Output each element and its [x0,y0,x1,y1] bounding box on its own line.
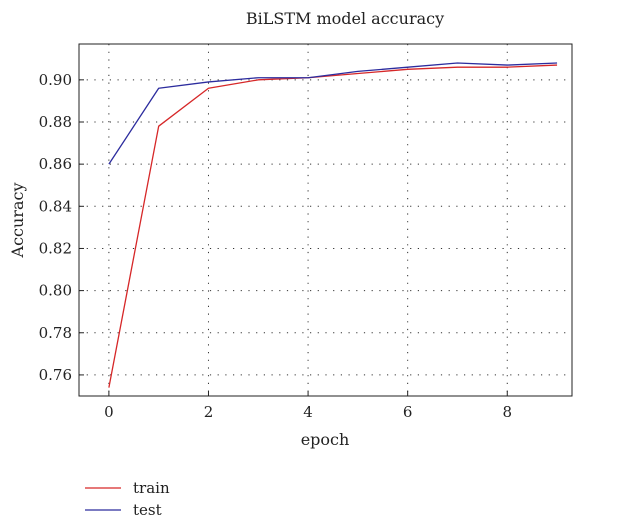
legend-label-train: train [133,479,170,497]
x-tick-label: 8 [502,403,512,421]
y-tick-label: 0.86 [39,155,72,173]
x-tick-label: 4 [303,403,313,421]
y-tick-label: 0.80 [39,282,72,300]
series-line-train [108,64,558,388]
y-tick-label: 0.90 [39,71,72,89]
grid-layer [79,44,572,396]
tick-layer: 0 2 4 6 8 0.76 0.78 0.80 0.82 0.84 0.86 0.88 0.90 [39,71,512,421]
plot-frame [78,43,573,397]
x-tick-label: 6 [403,403,413,421]
chart-title: BiLSTM model accuracy [246,9,444,28]
legend: train test [85,479,170,519]
x-axis-label: epoch [301,430,350,449]
x-tick-label: 2 [204,403,214,421]
y-tick-label: 0.88 [39,113,72,131]
y-tick-label: 0.82 [39,239,72,257]
x-tick-label: 0 [104,403,114,421]
series-layer [108,62,558,388]
y-tick-label: 0.78 [39,324,72,342]
y-axis-label: Accuracy [8,183,27,259]
legend-label-test: test [133,501,162,518]
y-tick-label: 0.76 [39,366,72,384]
y-tick-label: 0.84 [39,197,72,215]
series-line-test [108,62,558,165]
